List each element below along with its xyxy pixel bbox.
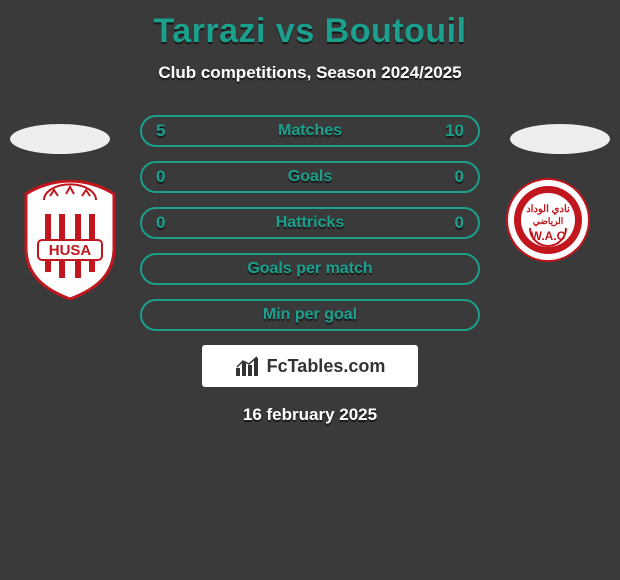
svg-text:الرياضي: الرياضي [533, 216, 564, 227]
date-label: 16 february 2025 [0, 405, 620, 425]
svg-text:نادي الوداد: نادي الوداد [526, 204, 570, 215]
husa-badge-text: HUSA [49, 242, 92, 259]
stat-value-left: 5 [156, 121, 165, 141]
stat-label: Hattricks [276, 214, 344, 232]
stat-label: Min per goal [263, 306, 357, 324]
stat-value-left: 0 [156, 213, 165, 233]
stat-row-matches: 5 Matches 10 [140, 115, 480, 147]
player-avatar-left [10, 124, 110, 154]
stat-label: Goals per match [247, 260, 372, 278]
brand-attribution[interactable]: FcTables.com [202, 345, 418, 387]
page-title: Tarrazi vs Boutouil [0, 12, 620, 51]
wac-badge-icon: نادي الوداد الرياضي W.A.C [506, 178, 590, 262]
stat-value-right: 0 [455, 213, 464, 233]
stat-value-right: 0 [455, 167, 464, 187]
page-subtitle: Club competitions, Season 2024/2025 [0, 63, 620, 83]
club-badge-right: نادي الوداد الرياضي W.A.C [506, 178, 590, 262]
player-avatar-right [510, 124, 610, 154]
stat-label: Matches [278, 122, 342, 140]
stat-row-goals: 0 Goals 0 [140, 161, 480, 193]
stat-row-min-per-goal: Min per goal [140, 299, 480, 331]
brand-label: FcTables.com [267, 356, 386, 377]
stat-row-hattricks: 0 Hattricks 0 [140, 207, 480, 239]
stats-table: 5 Matches 10 0 Goals 0 0 Hattricks 0 Goa… [140, 115, 480, 331]
stat-value-right: 10 [445, 121, 464, 141]
stat-value-left: 0 [156, 167, 165, 187]
club-badge-left: HUSA [20, 180, 120, 300]
infographic-root: Tarrazi vs Boutouil Club competitions, S… [0, 0, 620, 425]
stat-label: Goals [288, 168, 332, 186]
stat-row-goals-per-match: Goals per match [140, 253, 480, 285]
husa-badge-icon: HUSA [20, 180, 120, 300]
bars-icon [235, 356, 261, 376]
